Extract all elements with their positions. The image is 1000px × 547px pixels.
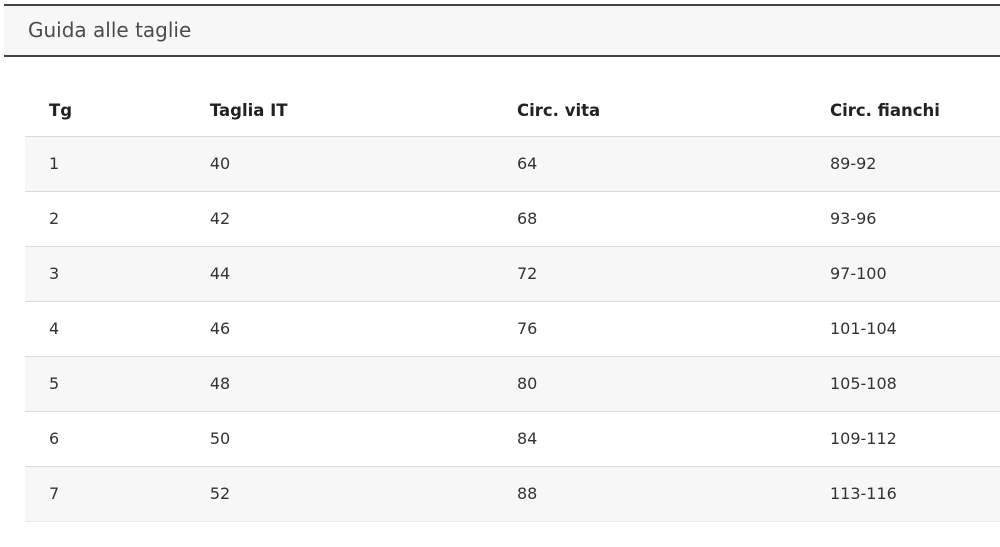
cell-tg: 4 — [25, 301, 186, 357]
cell-tg: 1 — [25, 136, 186, 192]
cell-tg: 7 — [25, 466, 186, 522]
cell-circ-fianchi: 89-92 — [805, 136, 1000, 192]
column-header-taglia-it: Taglia IT — [185, 77, 493, 137]
column-header-circ-vita: Circ. vita — [493, 77, 806, 137]
cell-circ-vita: 64 — [493, 136, 806, 192]
cell-taglia-it: 42 — [185, 191, 493, 247]
table-row: 2 42 68 93-96 — [25, 191, 1000, 247]
table-row: 5 48 80 105-108 — [25, 356, 1000, 412]
cell-circ-vita: 68 — [493, 191, 806, 247]
cell-circ-vita: 76 — [493, 301, 806, 357]
cell-circ-fianchi: 109-112 — [805, 411, 1000, 467]
cell-circ-vita: 80 — [493, 356, 806, 412]
cell-circ-fianchi: 101-104 — [805, 301, 1000, 357]
column-header-tg: Tg — [25, 77, 186, 137]
cell-taglia-it: 48 — [185, 356, 493, 412]
table-row: 6 50 84 109-112 — [25, 411, 1000, 467]
cell-circ-fianchi: 93-96 — [805, 191, 1000, 247]
cell-circ-vita: 84 — [493, 411, 806, 467]
cell-taglia-it: 52 — [185, 466, 493, 522]
cell-taglia-it: 40 — [185, 136, 493, 192]
cell-circ-vita: 88 — [493, 466, 806, 522]
cell-circ-fianchi: 97-100 — [805, 246, 1000, 302]
table-row: 1 40 64 89-92 — [25, 136, 1000, 192]
cell-taglia-it: 44 — [185, 246, 493, 302]
table-row: 7 52 88 113-116 — [25, 466, 1000, 522]
table-row: 3 44 72 97-100 — [25, 246, 1000, 302]
cell-taglia-it: 50 — [185, 411, 493, 467]
cell-tg: 5 — [25, 356, 186, 412]
size-table: Tg Taglia IT Circ. vita Circ. fianchi 1 40 64… — [25, 77, 1000, 522]
cell-circ-fianchi: 113-116 — [805, 466, 1000, 522]
column-header-circ-fianchi: Circ. fianchi — [805, 77, 1000, 137]
cell-taglia-it: 46 — [185, 301, 493, 357]
cell-tg: 2 — [25, 191, 186, 247]
size-table-body: 1 40 64 89-92 2 42 68 93-96 3 44 72 97-100 4 46 76 101-… — [25, 136, 1000, 522]
size-table-container: Tg Taglia IT Circ. vita Circ. fianchi 1 40 64… — [25, 77, 1000, 522]
cell-tg: 6 — [25, 411, 186, 467]
size-table-header-row: Tg Taglia IT Circ. vita Circ. fianchi — [25, 77, 1000, 137]
cell-tg: 3 — [25, 246, 186, 302]
size-guide-title: Guida alle taglie — [28, 18, 192, 42]
cell-circ-vita: 72 — [493, 246, 806, 302]
size-guide-header: Guida alle taglie — [4, 4, 1000, 57]
cell-circ-fianchi: 105-108 — [805, 356, 1000, 412]
table-row: 4 46 76 101-104 — [25, 301, 1000, 357]
